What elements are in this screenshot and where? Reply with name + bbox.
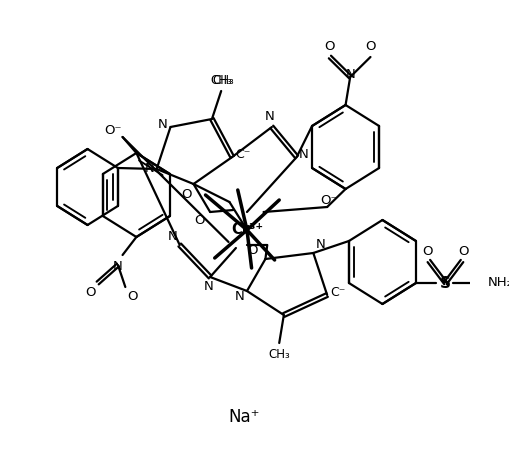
- Text: O: O: [127, 290, 137, 304]
- Text: N: N: [144, 163, 154, 176]
- Text: O: O: [458, 245, 468, 257]
- Text: CH₃: CH₃: [212, 75, 234, 87]
- Text: O⁻: O⁻: [320, 194, 337, 207]
- Text: O⁻: O⁻: [104, 123, 122, 136]
- Text: O: O: [364, 41, 375, 54]
- Text: CH₃: CH₃: [210, 75, 232, 87]
- Text: O: O: [324, 41, 334, 54]
- Text: O: O: [181, 187, 191, 200]
- Text: N: N: [203, 281, 213, 293]
- Text: N: N: [167, 231, 177, 243]
- Text: S: S: [439, 276, 450, 290]
- Text: N: N: [299, 149, 308, 162]
- Text: O: O: [193, 213, 204, 226]
- Text: C⁻: C⁻: [330, 286, 345, 299]
- Text: N: N: [265, 111, 274, 123]
- Text: O: O: [421, 245, 432, 257]
- Text: Na⁺: Na⁺: [228, 408, 260, 426]
- Text: C⁻: C⁻: [235, 149, 250, 162]
- Text: N: N: [113, 261, 123, 274]
- Text: O: O: [247, 245, 257, 257]
- Text: N: N: [315, 239, 325, 252]
- Text: Cr³⁺: Cr³⁺: [231, 222, 263, 238]
- Text: NH₂: NH₂: [487, 276, 509, 290]
- Text: N: N: [345, 69, 354, 82]
- Text: N: N: [158, 119, 167, 132]
- Text: O: O: [85, 286, 95, 299]
- Text: CH₃: CH₃: [268, 348, 290, 361]
- Text: N: N: [234, 290, 244, 303]
